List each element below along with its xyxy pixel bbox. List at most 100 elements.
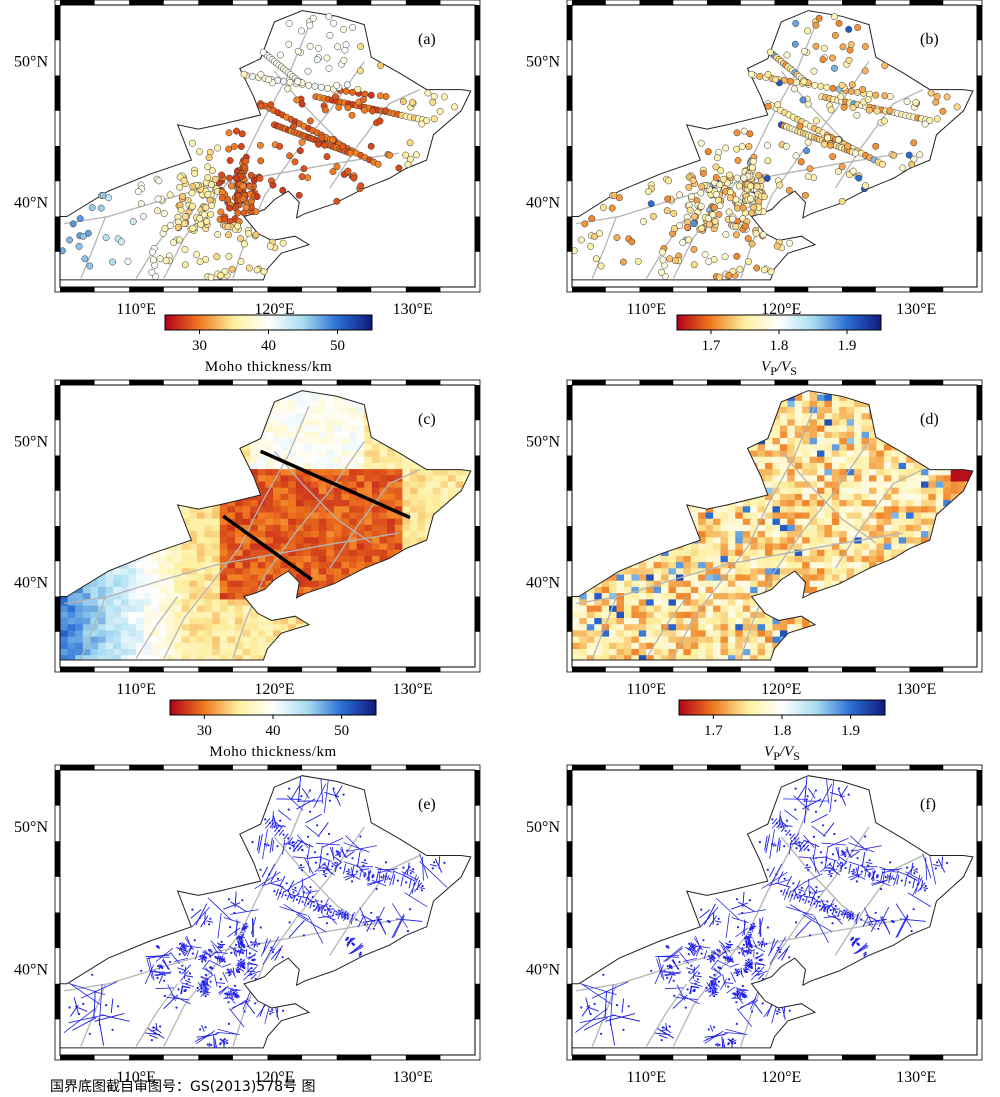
grid-cell (572, 586, 580, 594)
grid-cell (151, 561, 160, 569)
grid-cell (227, 493, 236, 501)
station-point (725, 271, 733, 279)
grid-cell (631, 654, 640, 660)
grid-cell (379, 636, 388, 643)
grid-cell (379, 611, 388, 618)
grid-cell (326, 474, 335, 482)
grid-cell (349, 412, 358, 420)
grid-cell (227, 536, 236, 544)
grid-cell (448, 555, 457, 563)
station-point (139, 212, 147, 220)
grid-cell (579, 480, 588, 488)
grid-cell (402, 542, 411, 550)
grid-cell (705, 605, 714, 612)
grid-cell (75, 474, 84, 482)
grid-cell (394, 636, 403, 643)
grid-cell (113, 586, 122, 594)
grid-cell (432, 505, 441, 513)
grid-cell (364, 505, 373, 513)
grid-cell (60, 431, 69, 438)
frame-tick (475, 216, 480, 252)
grid-cell (67, 487, 76, 494)
grid-cell (705, 443, 714, 451)
grid-cell (720, 468, 729, 476)
grid-cell (757, 412, 766, 420)
grid-cell (653, 586, 662, 594)
grid-cell (128, 505, 137, 513)
grid-cell (356, 586, 365, 594)
grid-cell (196, 530, 206, 538)
grid-cell (295, 648, 305, 656)
grid-cell (212, 493, 221, 501)
grid-cell (757, 530, 766, 538)
grid-cell (653, 592, 662, 600)
grid-cell (295, 456, 305, 463)
grid-cell (705, 400, 714, 407)
grid-cell (75, 425, 84, 432)
grid-cell (631, 431, 640, 438)
grid-cell (379, 412, 388, 420)
grid-cell (653, 462, 662, 470)
station-point (280, 77, 288, 85)
grid-cell (349, 493, 358, 501)
grid-cell (75, 443, 84, 451)
grid-cell (668, 437, 677, 445)
grid-cell (572, 524, 580, 532)
grid-cell (295, 390, 305, 395)
grid-cell (174, 462, 183, 470)
grid-cell (735, 580, 744, 587)
station-point (852, 149, 859, 157)
grid-cell (311, 536, 320, 544)
grid-cell (265, 580, 274, 587)
grid-cell (143, 505, 152, 513)
grid-cell (713, 524, 722, 532)
grid-cell (410, 629, 419, 637)
grid-cell (67, 462, 76, 470)
grid-cell (204, 394, 213, 401)
grid-cell (646, 511, 655, 519)
grid-cell (661, 425, 670, 432)
grid-cell (661, 536, 670, 544)
station-point (174, 223, 182, 231)
grid-cell (690, 654, 699, 660)
grid-cell (661, 561, 670, 569)
grid-cell (463, 549, 471, 556)
station-point (855, 174, 863, 182)
grid-cell (326, 412, 335, 420)
grid-cell (113, 611, 122, 618)
grid-cell (646, 431, 655, 438)
grid-cell (387, 474, 396, 482)
grid-cell (713, 617, 722, 625)
station-point (177, 206, 185, 214)
grid-cell (683, 648, 692, 656)
grid-cell (295, 505, 305, 513)
grid-cell (143, 648, 152, 656)
station-point (712, 190, 720, 198)
grid-cell (113, 511, 122, 519)
grid-cell (265, 462, 274, 470)
grid-cell (690, 456, 699, 463)
grid-cell (341, 542, 350, 550)
station-point (279, 186, 287, 194)
grid-cell (113, 456, 122, 463)
grid-cell (219, 648, 228, 656)
grid-cell (67, 573, 76, 581)
grid-cell (295, 536, 305, 544)
station-point (340, 25, 348, 33)
grid-cell (67, 592, 76, 600)
grid-cell (196, 443, 206, 451)
grid-cell (128, 499, 137, 507)
grid-cell (333, 561, 343, 569)
grid-cell (448, 437, 457, 445)
grid-cell (318, 418, 327, 426)
grid-cell (387, 518, 396, 525)
grid-cell (394, 412, 403, 420)
grid-cell (113, 536, 122, 544)
grid-cell (82, 505, 91, 513)
grid-cell (364, 449, 373, 457)
station-point (333, 197, 341, 205)
grid-cell (242, 617, 251, 625)
grid-cell (318, 567, 327, 575)
station-point (688, 193, 696, 200)
grid-cell (735, 406, 744, 414)
